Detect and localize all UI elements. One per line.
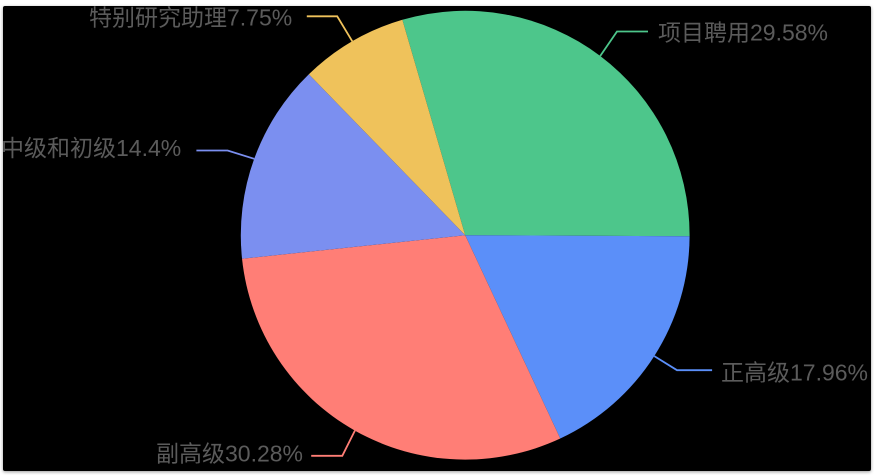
- svg-text:特别研究助理7.75%: 特别研究助理7.75%: [89, 5, 292, 31]
- svg-text:副高级30.28%: 副高级30.28%: [156, 441, 303, 467]
- svg-text:项目聘用29.58%: 项目聘用29.58%: [658, 20, 828, 46]
- svg-text:中级和初级14.4%: 中级和初级14.4%: [1, 135, 181, 161]
- svg-text:正高级17.96%: 正高级17.96%: [721, 360, 868, 386]
